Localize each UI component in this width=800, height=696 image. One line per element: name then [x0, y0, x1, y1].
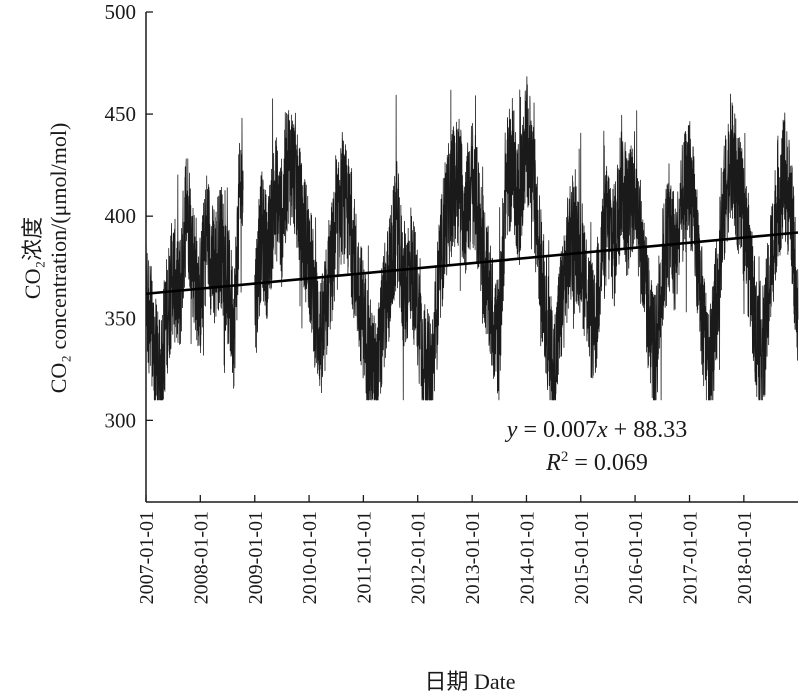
x-tick-label: 2011-01-01: [353, 511, 375, 604]
x-tick-label: 2017-01-01: [680, 511, 702, 604]
regression-equation: y = 0.007x + 88.33: [505, 417, 687, 443]
y-tick-label: 300: [105, 408, 137, 432]
x-tick-label: 2009-01-01: [245, 511, 267, 604]
x-tick-label: 2010-01-01: [299, 511, 321, 604]
y-tick-label: 450: [105, 102, 137, 126]
y-tick-label: 500: [105, 0, 137, 24]
co2-daily-line: [145, 117, 244, 401]
y-tick-label: 400: [105, 204, 137, 228]
co2-daily-line: [254, 76, 799, 401]
trend-group: [145, 231, 799, 296]
y-tick-group: 300 350 400 450 500: [105, 0, 153, 432]
y-tick-label: 350: [105, 306, 137, 330]
x-tick-label: 2014-01-01: [516, 511, 538, 604]
y-axis-title-en: CO₂ concentration/(μmol/mol): [46, 123, 71, 394]
x-tick-group: 2007-01-01 2008-01-01 2009-01-01 2010-01-01…: [136, 495, 756, 604]
x-tick-label: 2013-01-01: [462, 511, 484, 604]
x-tick-label: 2018-01-01: [734, 511, 756, 604]
x-tick-label: 2015-01-01: [571, 511, 593, 604]
co2-series: [145, 76, 799, 401]
x-tick-label: 2007-01-01: [136, 511, 158, 604]
trend-line: [145, 231, 799, 296]
r-squared-label: R2 = 0.069: [545, 449, 648, 476]
x-tick-label: 2016-01-01: [625, 511, 647, 604]
x-tick-label: 2012-01-01: [408, 511, 430, 604]
x-axis-title: 日期 Date: [424, 669, 515, 694]
y-axis-title-cn: CO₂浓度: [20, 217, 45, 299]
x-tick-label: 2008-01-01: [190, 511, 212, 604]
